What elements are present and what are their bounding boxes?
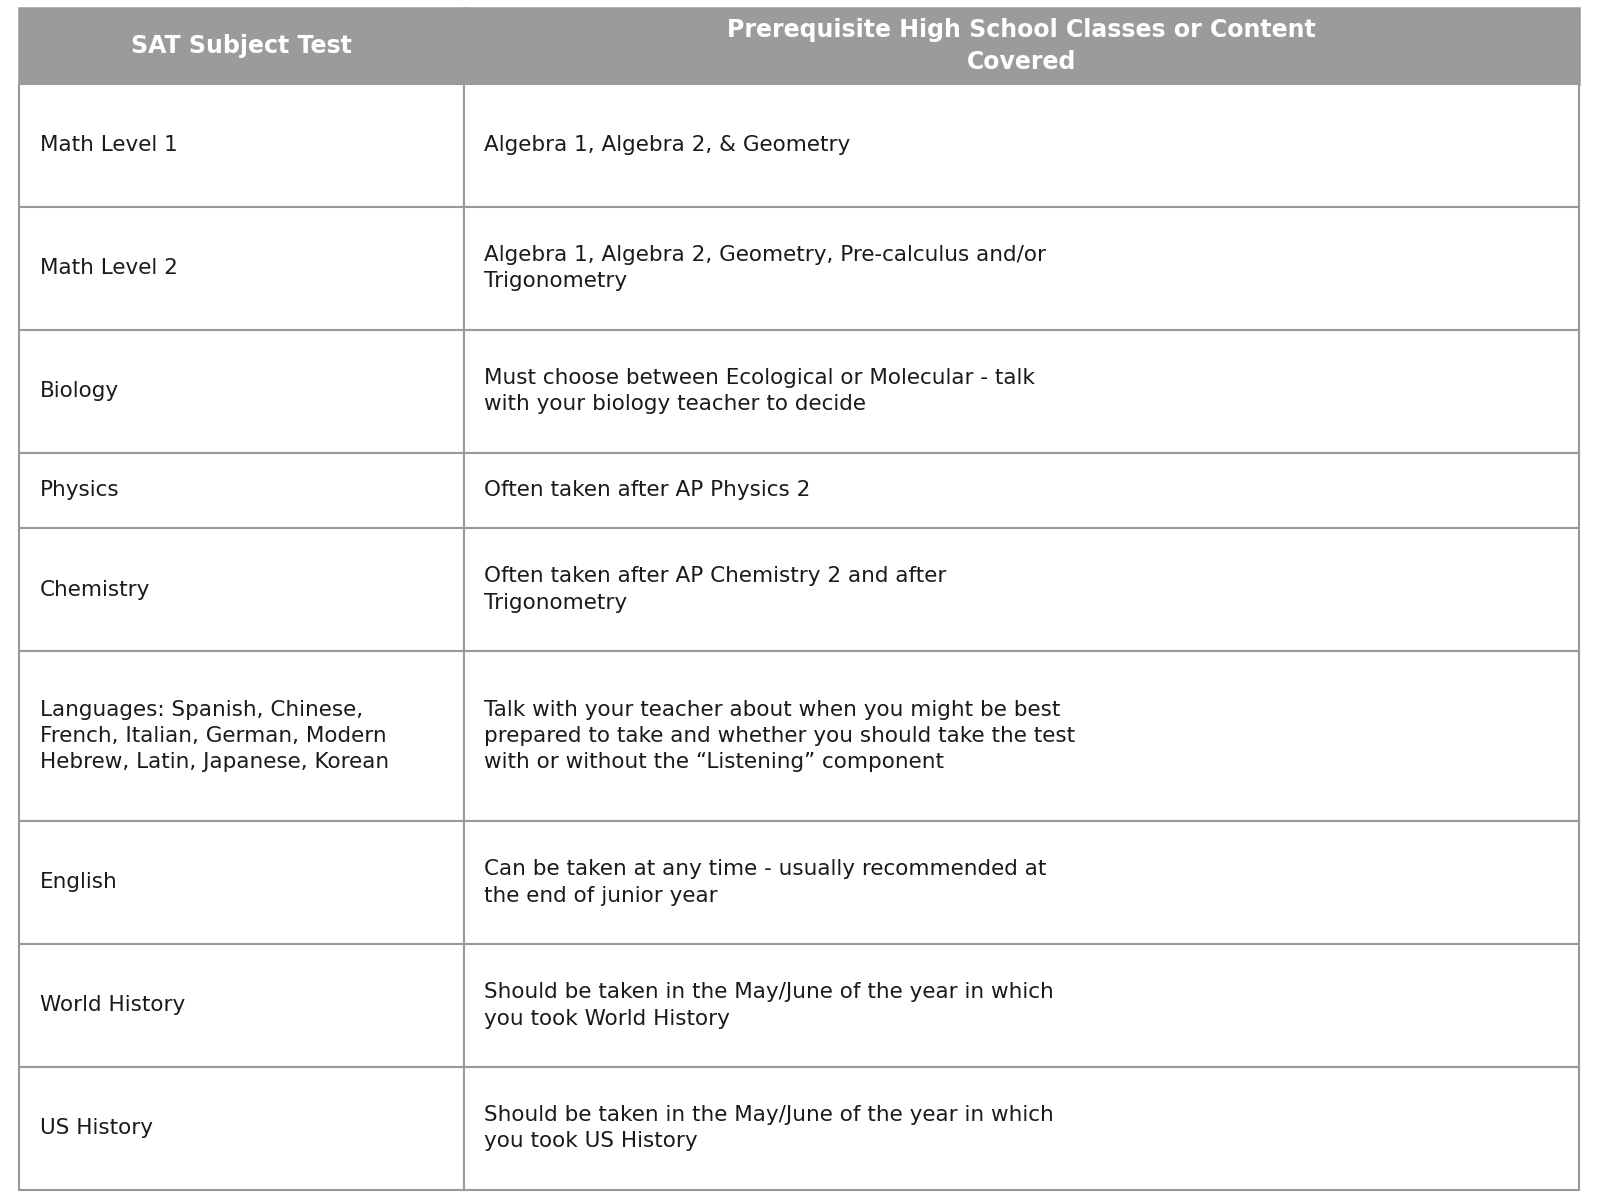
Text: Chemistry: Chemistry [40, 580, 150, 599]
Text: Often taken after AP Chemistry 2 and after
Trigonometry: Often taken after AP Chemistry 2 and aft… [484, 567, 948, 612]
Text: Prerequisite High School Classes or Content
Covered: Prerequisite High School Classes or Cont… [727, 18, 1315, 74]
Bar [19, 528, 463, 651]
Bar [463, 651, 1579, 821]
Text: Math Level 2: Math Level 2 [40, 259, 177, 278]
Bar [19, 207, 463, 329]
Bar [463, 821, 1579, 944]
Text: Physics: Physics [40, 480, 120, 501]
Bar [19, 453, 463, 528]
Text: Must choose between Ecological or Molecular - talk
with your biology teacher to : Must choose between Ecological or Molecu… [484, 368, 1036, 415]
Bar [19, 329, 463, 453]
Text: Algebra 1, Algebra 2, Geometry, Pre-calculus and/or
Trigonometry: Algebra 1, Algebra 2, Geometry, Pre-calc… [484, 246, 1047, 291]
Bar [463, 944, 1579, 1066]
Text: Can be taken at any time - usually recommended at
the end of junior year: Can be taken at any time - usually recom… [484, 859, 1047, 906]
Bar [19, 944, 463, 1066]
Bar [463, 8, 1579, 84]
Text: US History: US History [40, 1118, 153, 1138]
Bar [463, 329, 1579, 453]
Text: Should be taken in the May/June of the year in which
you took US History: Should be taken in the May/June of the y… [484, 1105, 1055, 1151]
Bar [463, 1066, 1579, 1190]
Bar [19, 651, 463, 821]
Bar [19, 821, 463, 944]
Text: SAT Subject Test: SAT Subject Test [131, 35, 352, 59]
Bar [463, 453, 1579, 528]
Bar [19, 8, 463, 84]
Bar [463, 528, 1579, 651]
Text: Should be taken in the May/June of the year in which
you took World History: Should be taken in the May/June of the y… [484, 982, 1055, 1029]
Text: Algebra 1, Algebra 2, & Geometry: Algebra 1, Algebra 2, & Geometry [484, 135, 850, 156]
Bar [19, 84, 463, 207]
Bar [463, 84, 1579, 207]
Text: Often taken after AP Physics 2: Often taken after AP Physics 2 [484, 480, 810, 501]
Text: World History: World History [40, 996, 185, 1016]
Text: Biology: Biology [40, 381, 120, 401]
Text: Math Level 1: Math Level 1 [40, 135, 177, 156]
Bar [463, 207, 1579, 329]
Text: Talk with your teacher about when you might be best
prepared to take and whether: Talk with your teacher about when you mi… [484, 700, 1075, 773]
Bar [19, 1066, 463, 1190]
Text: English: English [40, 872, 118, 893]
Text: Languages: Spanish, Chinese,
French, Italian, German, Modern
Hebrew, Latin, Japa: Languages: Spanish, Chinese, French, Ita… [40, 700, 388, 773]
